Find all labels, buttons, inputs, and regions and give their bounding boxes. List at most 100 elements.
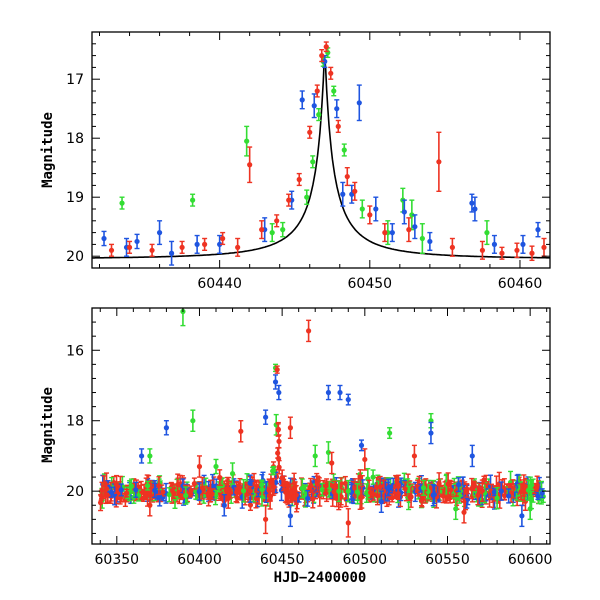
blue-data-point xyxy=(469,193,475,213)
baseline-data-point xyxy=(402,481,408,497)
green-data-point xyxy=(213,458,219,475)
x-tick-label: 60440 xyxy=(197,276,242,292)
baseline-data-point xyxy=(234,487,240,497)
baseline-data-point xyxy=(448,482,454,497)
baseline-data-point xyxy=(319,482,325,497)
baseline-data-point xyxy=(354,482,360,502)
y-tick-label: 19 xyxy=(66,190,84,206)
blue-data-point xyxy=(276,384,282,401)
green-data-point xyxy=(147,448,153,464)
green-data-point xyxy=(229,462,236,485)
baseline-data-point xyxy=(407,493,413,502)
baseline-data-point xyxy=(247,485,253,496)
x-tick-label: 60600 xyxy=(508,552,553,568)
red-data-point xyxy=(335,119,341,134)
red-data-point xyxy=(436,131,442,193)
baseline-data-point xyxy=(275,421,281,437)
blue-data-point xyxy=(337,384,343,401)
y-tick-label: 20 xyxy=(66,484,84,500)
blue-data-point xyxy=(373,196,379,222)
baseline-data-point xyxy=(498,481,504,501)
x-tick-label: 60500 xyxy=(343,552,388,568)
red-data-point xyxy=(220,231,226,246)
green-data-point xyxy=(359,199,365,219)
baseline-data-point xyxy=(455,477,462,493)
red-data-point xyxy=(479,240,486,260)
plot-frame xyxy=(91,307,551,545)
x-tick-label: 60450 xyxy=(260,552,305,568)
x-axis-label: HJD−2400000 xyxy=(274,570,367,586)
green-data-point xyxy=(244,125,250,157)
blue-data-point xyxy=(311,93,317,119)
blue-data-point xyxy=(299,90,305,110)
green-data-point xyxy=(331,85,337,97)
blue-data-point xyxy=(469,444,475,468)
red-data-point xyxy=(108,243,115,257)
baseline-data-point xyxy=(108,486,114,498)
red-data-point xyxy=(529,245,535,262)
blue-data-point xyxy=(401,199,407,225)
green-data-point xyxy=(304,189,310,205)
baseline-data-point xyxy=(286,484,292,508)
blue-data-point xyxy=(134,233,140,250)
blue-data-point xyxy=(491,234,498,254)
red-data-point xyxy=(274,214,280,228)
green-data-point xyxy=(190,409,196,432)
red-data-point xyxy=(149,243,155,257)
baseline-data-point xyxy=(314,475,321,493)
x-tick-label: 60400 xyxy=(177,552,222,568)
red-data-point xyxy=(314,84,320,98)
blue-data-point xyxy=(378,490,384,513)
green-data-point xyxy=(269,223,275,243)
baseline-data-point xyxy=(254,479,260,493)
blue-data-point xyxy=(139,448,145,464)
green-data-point xyxy=(527,497,533,521)
baseline-data-point xyxy=(259,480,265,499)
baseline-data-point xyxy=(479,479,485,502)
bottom-panel-full-light-curve: 60350 60400 60450 60500 60550 60600 16 18 20 xyxy=(66,307,553,568)
green-data-point xyxy=(310,155,316,169)
baseline-data-point xyxy=(331,483,337,501)
blue-data-point xyxy=(168,240,175,266)
blue-data-point xyxy=(272,374,279,390)
blue-data-point xyxy=(156,220,163,246)
blue-data-point xyxy=(412,214,418,240)
baseline-data-point xyxy=(440,488,446,504)
red-data-point xyxy=(411,444,418,468)
red-data-point xyxy=(305,319,312,343)
green-data-point xyxy=(316,107,322,122)
baseline-data-point xyxy=(113,474,120,494)
blue-data-point xyxy=(287,504,294,528)
baseline-data-point xyxy=(374,485,381,506)
red-data-point xyxy=(328,66,334,80)
green-data-point xyxy=(387,427,393,440)
red-data-point xyxy=(367,205,373,225)
baseline-data-point xyxy=(270,466,276,476)
y-tick-label: 18 xyxy=(66,131,84,147)
red-data-point xyxy=(323,41,329,53)
red-data-point xyxy=(449,237,455,257)
red-data-point xyxy=(319,49,325,63)
baseline-data-point xyxy=(118,483,124,497)
baseline-data-point xyxy=(152,482,158,498)
blue-data-point xyxy=(221,493,227,517)
blue-data-point xyxy=(345,393,351,406)
baseline-data-point xyxy=(357,469,363,485)
baseline-data-point xyxy=(305,489,311,507)
red-data-point xyxy=(147,493,153,517)
blue-data-point xyxy=(356,84,362,122)
red-data-point xyxy=(126,240,133,254)
plot-area xyxy=(92,41,550,266)
blue-data-point xyxy=(389,223,395,243)
baseline-data-point xyxy=(475,485,481,506)
blue-data-point xyxy=(358,439,365,452)
green-data-point xyxy=(484,220,490,246)
baseline-data-point xyxy=(292,482,298,501)
green-data-point xyxy=(370,469,376,485)
red-data-point xyxy=(514,242,520,259)
baseline-data-point xyxy=(199,476,205,500)
baseline-data-point xyxy=(471,480,477,489)
red-data-point xyxy=(247,146,253,184)
baseline-data-point xyxy=(299,478,305,499)
red-data-point xyxy=(406,217,412,243)
